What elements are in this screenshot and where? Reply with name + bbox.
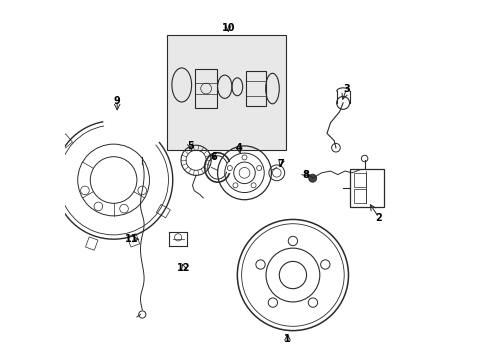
Text: 3: 3 bbox=[343, 84, 349, 94]
Text: 6: 6 bbox=[210, 152, 217, 162]
Bar bbox=[349, 169, 384, 207]
Text: 2: 2 bbox=[375, 213, 382, 222]
Bar bbox=[127, 234, 140, 247]
Text: 10: 10 bbox=[221, 23, 235, 33]
Bar bbox=[156, 204, 170, 218]
Bar bbox=[353, 189, 366, 203]
Bar bbox=[167, 35, 285, 149]
Bar bbox=[41, 173, 53, 184]
Text: 11: 11 bbox=[124, 234, 138, 244]
Bar bbox=[59, 134, 72, 148]
Text: 5: 5 bbox=[187, 141, 194, 151]
Bar bbox=[353, 173, 366, 187]
Text: 7: 7 bbox=[276, 159, 283, 169]
Circle shape bbox=[308, 174, 316, 182]
Text: 9: 9 bbox=[114, 96, 121, 106]
Bar bbox=[195, 69, 217, 108]
Text: 1: 1 bbox=[284, 334, 290, 344]
Text: 4: 4 bbox=[235, 143, 242, 153]
Bar bbox=[246, 71, 265, 107]
Bar bbox=[85, 237, 98, 250]
Text: 12: 12 bbox=[177, 263, 190, 273]
Text: 8: 8 bbox=[302, 170, 309, 180]
Bar bbox=[51, 212, 64, 226]
